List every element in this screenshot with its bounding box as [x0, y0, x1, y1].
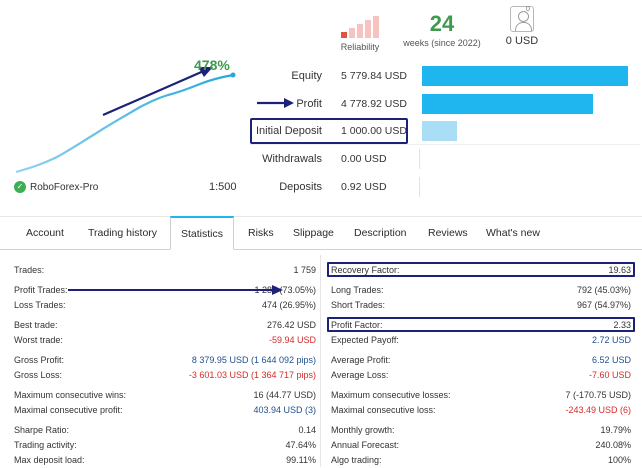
stat-row-gross-profit: Gross Profit: 8 379.95 USD (1 644 092 pip… — [14, 355, 316, 365]
profit-factor-highlight — [327, 317, 635, 332]
stat-row-monthly-growth: Monthly growth: 19.79% — [331, 425, 631, 435]
stat-row-trading-activity: Trading activity: 47.64% — [14, 440, 316, 450]
broker-name: RoboForex-Pro — [30, 181, 99, 193]
profit-arrow — [257, 98, 294, 108]
stat-row-maximal-consecutive-profit: Maximal consecutive profit: 403.94 USD (3… — [14, 405, 316, 415]
withdrawals-label: Withdrawals — [262, 153, 322, 165]
tab-statistics[interactable]: Statistics — [170, 216, 235, 250]
stat-row-maximal-consecutive-loss: Maximal consecutive loss: -243.49 USD (6) — [331, 405, 631, 415]
stat-row-algo-trading: Algo trading: 100% — [331, 455, 631, 465]
stat-row-trades: Trades: 1 759 — [14, 265, 316, 275]
growth-line-endpoint — [230, 72, 236, 78]
verified-check-icon: ✓ — [14, 181, 26, 193]
initial-deposit-label: Initial Deposit — [255, 125, 322, 137]
stat-row-gross-loss: Gross Loss: -3 601.03 USD (1 364 717 pips… — [14, 370, 316, 380]
stat-row-max-consecutive-wins: Maximum consecutive wins: 16 (44.77 USD) — [14, 390, 316, 400]
metrics-divider — [250, 144, 640, 145]
deposits-label: Deposits — [279, 181, 322, 193]
weeks-value: 24 — [429, 11, 455, 36]
tab-whats-new[interactable]: What's new — [486, 227, 540, 239]
stat-row-average-loss: Average Loss: -7.60 USD — [331, 370, 631, 380]
trend-arrow — [102, 68, 207, 117]
tab-slippage[interactable]: Slippage — [293, 227, 334, 239]
stat-row-max-consecutive-losses: Maximum consecutive losses: 7 (-170.75 US… — [331, 390, 631, 400]
growth-percent: 478% — [194, 57, 230, 73]
growth-line — [15, 73, 234, 174]
trend-arrow-head — [198, 67, 213, 77]
equity-value: 5 779.84 USD — [341, 70, 407, 82]
reliability-indicator: Reliability — [330, 16, 390, 52]
stat-row-best-trade: Best trade: 276.42 USD — [14, 320, 316, 330]
stat-row-profit-factor: Profit Factor: 2.33 — [331, 320, 631, 330]
stat-row-average-profit: Average Profit: 6.52 USD — [331, 355, 631, 365]
stat-row-loss-trades: Loss Trades: 474 (26.95%) — [14, 300, 316, 310]
stat-row-max-deposit-load: Max deposit load: 99.11% — [14, 455, 316, 465]
stat-row-short-trades: Short Trades: 967 (54.97%) — [331, 300, 631, 310]
stat-row-long-trades: Long Trades: 792 (45.03%) — [331, 285, 631, 295]
stat-row-annual-forecast: Annual Forecast: 240.08% — [331, 440, 631, 450]
stat-row-recovery-factor: Recovery Factor: 19.63 — [331, 265, 631, 275]
stat-row-expected-payoff: Expected Payoff: 2.72 USD — [331, 335, 631, 345]
tab-risks[interactable]: Risks — [248, 227, 274, 239]
initial-deposit-value: 1 000.00 USD — [341, 125, 407, 137]
tab-bar: Account Trading history Statistics Risks… — [0, 216, 642, 250]
subscribers-indicator: 0 0 USD — [496, 6, 548, 47]
profit-trades-arrow — [68, 285, 283, 295]
reliability-bars-icon — [330, 16, 390, 38]
tab-description[interactable]: Description — [354, 227, 407, 239]
tab-account[interactable]: Account — [26, 227, 64, 239]
stat-row-sharpe-ratio: Sharpe Ratio: 0.14 — [14, 425, 316, 435]
weeks-indicator: 24 weeks (since 2022) — [400, 10, 484, 48]
weeks-label: weeks (since 2022) — [403, 38, 481, 48]
tab-reviews[interactable]: Reviews — [428, 227, 468, 239]
profit-value: 4 778.92 USD — [341, 98, 407, 110]
recovery-factor-highlight — [327, 262, 635, 277]
subscribers-funds: 0 USD — [505, 35, 539, 47]
deposits-value: 0.92 USD — [341, 181, 387, 193]
reliability-label: Reliability — [340, 42, 380, 52]
stat-row-profit-trades: Profit Trades: 1 285 (73.05%) — [14, 285, 316, 295]
equity-bar — [422, 66, 628, 86]
broker-server[interactable]: ✓ RoboForex-Pro — [14, 181, 98, 193]
profit-bar — [422, 94, 593, 114]
tab-trading-history[interactable]: Trading history — [88, 227, 158, 239]
withdrawals-value: 0.00 USD — [341, 153, 387, 165]
leverage-value: 1:500 — [209, 181, 237, 193]
profit-label: Profit — [296, 98, 322, 110]
initial-deposit-highlight — [250, 118, 408, 144]
subscribers-icon: 0 — [510, 6, 534, 32]
stats-column-divider — [320, 255, 321, 467]
stat-row-worst-trade: Worst trade: -59.94 USD — [14, 335, 316, 345]
initial-deposit-bar — [422, 121, 457, 141]
equity-label: Equity — [291, 70, 322, 82]
growth-chart — [15, 67, 236, 174]
subscribers-count: 0 — [526, 6, 530, 13]
withdrawals-bar — [419, 149, 420, 169]
deposits-bar — [419, 177, 420, 197]
